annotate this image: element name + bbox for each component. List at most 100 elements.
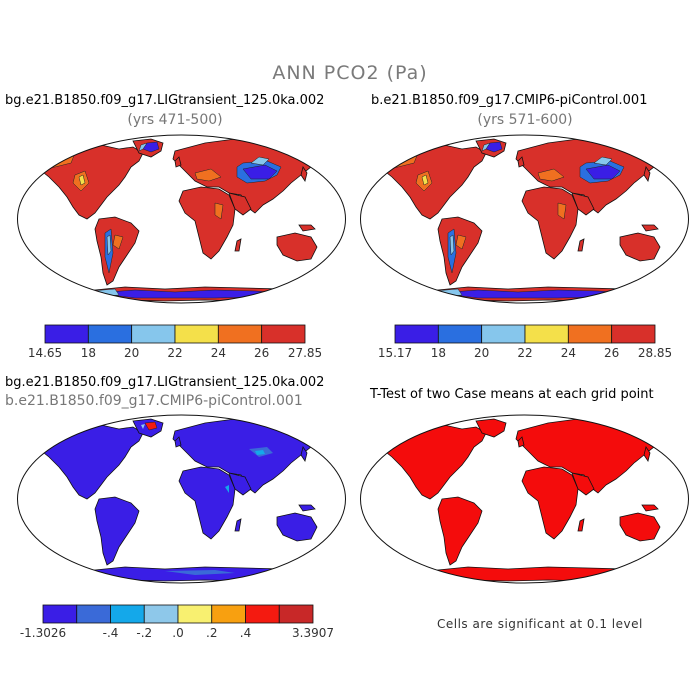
colorbar-swatch-2-5	[211, 604, 246, 624]
land-northAmerica-2	[32, 424, 144, 500]
land-madagascar-2	[234, 518, 242, 532]
greenland-light-2	[141, 424, 145, 429]
colorbar-swatch-1-4	[567, 324, 613, 344]
land-madagascar-1	[577, 238, 585, 252]
colorbar-swatch-0-2	[131, 324, 176, 344]
colorbar-swatch-1-5	[611, 324, 656, 344]
ethiopia-orange-1	[557, 202, 567, 220]
andes-light-1	[449, 234, 455, 256]
colorbar-swatch-2-2	[110, 604, 145, 624]
mongolia-light-0	[250, 156, 270, 166]
map-ttest	[360, 414, 689, 584]
land-newGuinea-2	[298, 504, 316, 512]
europe-orange-0	[194, 168, 222, 182]
land-southAmerica-1	[437, 216, 483, 286]
colorbar-swatch-1-3	[524, 324, 569, 344]
panel-lig-title: bg.e21.B1850.f09_g17.LIGtransient_125.0k…	[5, 93, 325, 108]
map-border-2	[17, 414, 346, 584]
map-border-3	[360, 414, 689, 584]
greenland-red-2	[144, 421, 158, 431]
colorbar-swatch-2-0	[42, 604, 78, 624]
colorbar-label-0-3: 22	[167, 346, 183, 360]
land-australia-0	[276, 232, 318, 262]
colorbar-label-2-4: .2	[206, 626, 218, 640]
land-japan-3	[643, 446, 651, 462]
land-africa-1	[521, 186, 579, 260]
land-southAmerica-0	[94, 216, 140, 286]
tibet-dark-1	[585, 164, 621, 180]
colorbar-label-0-0: 14.65	[27, 346, 63, 360]
colorbar-label-2-2: -.2	[136, 626, 153, 640]
map-border-1	[360, 134, 689, 304]
map-ctrl	[360, 134, 689, 304]
land-northAmerica-3	[375, 424, 487, 500]
mongolia-light-1	[593, 156, 613, 166]
colorbar-label-1-5: 26	[604, 346, 620, 360]
europe-orange-1	[537, 168, 565, 182]
land-australia-1	[619, 232, 661, 262]
land-arabia-2	[228, 472, 252, 496]
colorbar-label-0-6: 27.85	[287, 346, 323, 360]
land-uk-0	[174, 156, 182, 168]
land-arabia-0	[228, 192, 252, 216]
land-australia-3	[619, 512, 661, 542]
panel-diff-title: bg.e21.B1850.f09_g17.LIGtransient_125.0k…	[5, 375, 325, 390]
colorbar-swatch-1-1	[437, 324, 483, 344]
panel-ctrl-subtitle: (yrs 571-600)	[477, 112, 573, 128]
antarctica-orange-1	[627, 290, 647, 299]
colorbar-label-0-2: 20	[124, 346, 140, 360]
land-japan-2	[300, 446, 308, 462]
colorbar-label-2-3: .0	[172, 626, 184, 640]
colorbar-lig	[44, 324, 306, 344]
colorbar-swatch-2-3	[143, 604, 179, 624]
colorbar-label-2-0: -1.3026	[19, 626, 67, 640]
land-greenland-3	[475, 418, 507, 438]
colorbar-swatch-0-0	[44, 324, 89, 344]
land-japan-0	[300, 166, 308, 182]
land-newGuinea-1	[641, 224, 659, 232]
colorbar-label-1-6: 28.85	[637, 346, 673, 360]
land-newGuinea-3	[641, 504, 659, 512]
colorbar-label-0-5: 26	[254, 346, 270, 360]
antarctica-yellow-1	[427, 290, 441, 298]
land-australia-2	[276, 512, 318, 542]
andes-light-0	[106, 234, 112, 256]
land-africa-3	[521, 466, 579, 540]
tibet-dark-0	[242, 164, 278, 180]
greenland-light-1	[481, 142, 491, 152]
colorbar-swatch-2-4	[177, 604, 213, 624]
land-uk-3	[517, 436, 525, 448]
land-uk-2	[174, 436, 182, 448]
panel-ctrl-title: b.e21.B1850.f09_g17.CMIP6-piControl.001	[371, 93, 648, 108]
amazon-orange-0	[112, 234, 124, 250]
land-southAmerica-2	[94, 496, 140, 566]
land-africa-0	[178, 186, 236, 260]
map-diff	[17, 414, 346, 584]
colorbar-label-2-1: -.4	[102, 626, 119, 640]
amazon-orange-1	[455, 234, 467, 250]
colorbar-swatch-0-5	[261, 324, 306, 344]
land-japan-1	[643, 166, 651, 182]
rockies-yellow-0	[78, 174, 86, 186]
panel-lig-subtitle: (yrs 471-500)	[127, 112, 223, 128]
colorbar-label-1-3: 22	[517, 346, 533, 360]
map-lig	[17, 134, 346, 304]
colorbar-label-1-4: 24	[560, 346, 576, 360]
colorbar-swatch-2-6	[245, 604, 280, 624]
land-newGuinea-0	[298, 224, 316, 232]
colorbar-swatch-2-7	[278, 604, 314, 624]
colorbar-swatch-2-1	[76, 604, 111, 624]
land-arabia-1	[571, 192, 595, 216]
greenland-light-0	[138, 142, 148, 152]
colorbar-label-2-5: .4	[239, 626, 252, 640]
ethiopia-orange-0	[214, 202, 224, 220]
land-arabia-3	[571, 472, 595, 496]
colorbar-label-1-2: 20	[474, 346, 490, 360]
tibet-diff-light-2	[255, 450, 265, 455]
colorbar-label-1-1: 18	[430, 346, 446, 360]
panel-diff-subtitle: b.e21.B1850.f09_g17.CMIP6-piControl.001	[5, 393, 303, 409]
colorbar-label-0-4: 24	[210, 346, 226, 360]
colorbar-label-1-0: 15.17	[377, 346, 413, 360]
colorbar-label-2-6: 3.3907	[292, 626, 334, 640]
colorbar-label-0-1: 18	[80, 346, 96, 360]
